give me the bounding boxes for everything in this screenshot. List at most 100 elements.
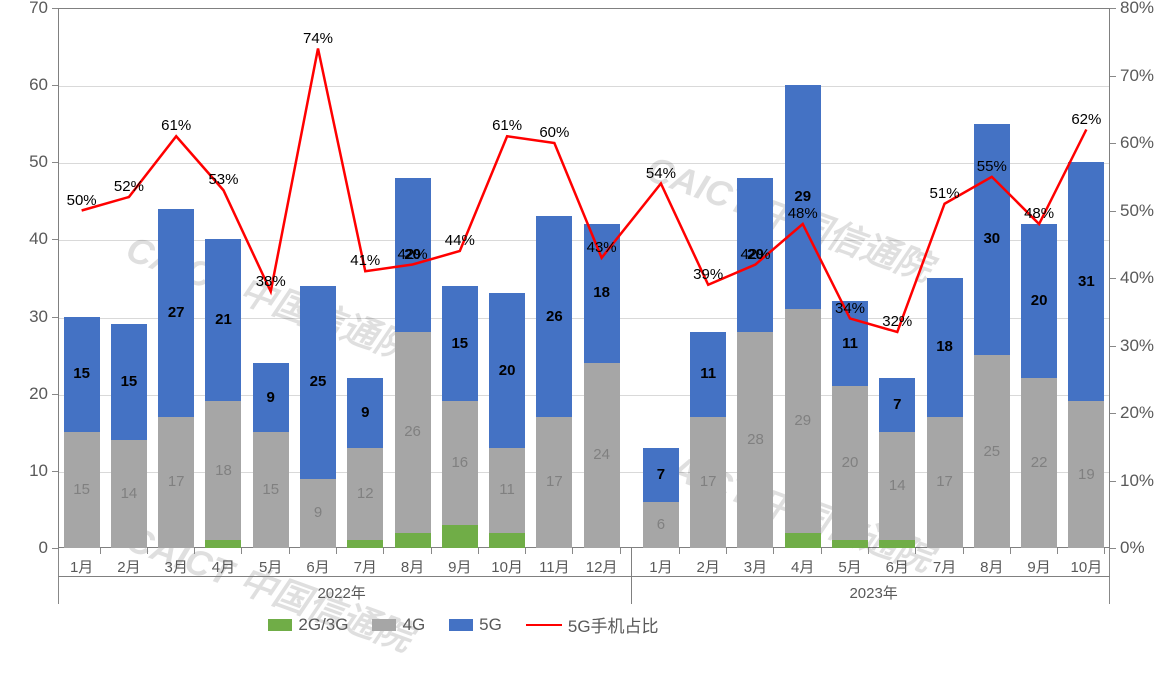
legend-item: 4G: [372, 615, 425, 635]
x-month-label: 2月: [697, 556, 720, 577]
bar-label-4g: 19: [1078, 466, 1095, 483]
line-value-label: 60%: [539, 124, 569, 141]
y-right-tick-label: 60%: [1120, 133, 1154, 153]
legend-label: 2G/3G: [298, 615, 348, 635]
bar-label-4g: 17: [546, 473, 563, 490]
bar-label-5g: 27: [168, 304, 185, 321]
y-right-tick: [1110, 481, 1116, 482]
y-left-tick-label: 20: [0, 384, 48, 404]
x-month-label: 1月: [70, 556, 93, 577]
bar-label-4g: 29: [794, 412, 811, 429]
line-value-label: 61%: [161, 117, 191, 134]
bar-label-5g: 20: [499, 362, 516, 379]
x-tick: [1104, 548, 1105, 554]
x-tick: [1057, 548, 1058, 554]
legend-label: 4G: [402, 615, 425, 635]
x-month-label: 10月: [491, 556, 523, 577]
line-value-label: 53%: [208, 171, 238, 188]
bar-label-4g: 12: [357, 485, 374, 502]
legend-item: 5G手机占比: [526, 612, 659, 637]
y-right-tick: [1110, 143, 1116, 144]
x-month-label: 3月: [165, 556, 188, 577]
x-tick: [821, 548, 822, 554]
x-tick: [194, 548, 195, 554]
bar-label-4g: 17: [168, 473, 185, 490]
y-right-tick: [1110, 76, 1116, 77]
y-left-tick: [52, 317, 58, 318]
bar-label-4g: 14: [121, 485, 138, 502]
y-left-tick: [52, 239, 58, 240]
y-left-tick: [52, 85, 58, 86]
y-left-tick-label: 50: [0, 152, 48, 172]
line-value-label: 74%: [303, 30, 333, 47]
legend-line-swatch: [526, 624, 562, 626]
bar-2g3g: [205, 540, 241, 548]
y-right-tick-label: 70%: [1120, 66, 1154, 86]
x-month-label: 2月: [117, 556, 140, 577]
line-value-label: 55%: [977, 158, 1007, 175]
legend-swatch: [268, 619, 292, 631]
legend-label: 5G手机占比: [568, 612, 659, 637]
x-month-label: 6月: [306, 556, 329, 577]
chart-container: CAICT 中国信通院 CAICT 中国信通院 CAICT 中国信通院 CAIC…: [0, 0, 1169, 682]
y-left-tick-label: 0: [0, 538, 48, 558]
x-group-separator: [58, 576, 1110, 577]
x-month-label: 8月: [980, 556, 1003, 577]
y-left-tick-label: 70: [0, 0, 48, 18]
x-tick: [383, 548, 384, 554]
bar-label-4g: 24: [593, 446, 610, 463]
x-tick: [241, 548, 242, 554]
x-tick: [431, 548, 432, 554]
y-right-tick: [1110, 548, 1116, 549]
bar-label-4g: 17: [936, 473, 953, 490]
bar-label-5g: 15: [451, 335, 468, 352]
bar-label-5g: 9: [267, 389, 275, 406]
x-month-label: 8月: [401, 556, 424, 577]
x-month-label: 7月: [354, 556, 377, 577]
line-value-label: 39%: [693, 266, 723, 283]
bar-label-5g: 7: [893, 396, 901, 413]
x-year-label: 2023年: [849, 582, 897, 603]
y-right-tick: [1110, 346, 1116, 347]
bar-label-4g: 22: [1031, 454, 1048, 471]
bar-label-4g: 15: [262, 481, 279, 498]
x-tick: [868, 548, 869, 554]
x-tick: [726, 548, 727, 554]
line-value-label: 38%: [256, 273, 286, 290]
x-month-label: 11月: [539, 556, 570, 577]
x-month-label: 5月: [838, 556, 861, 577]
bar-label-4g: 14: [889, 477, 906, 494]
y-left-tick-label: 40: [0, 229, 48, 249]
x-tick: [336, 548, 337, 554]
y-right-tick-label: 50%: [1120, 201, 1154, 221]
line-value-label: 50%: [67, 192, 97, 209]
x-month-label: 1月: [649, 556, 672, 577]
x-tick: [1010, 548, 1011, 554]
y-left-tick-label: 60: [0, 75, 48, 95]
bar-label-5g: 30: [983, 230, 1000, 247]
x-tick: [679, 548, 680, 554]
bar-label-5g: 25: [310, 373, 327, 390]
x-year-label: 2022年: [317, 582, 365, 603]
bar-label-4g: 25: [983, 443, 1000, 460]
bar-label-5g: 7: [657, 466, 665, 483]
line-value-label: 48%: [1024, 205, 1054, 222]
y-left-tick-label: 30: [0, 307, 48, 327]
y-right-tick: [1110, 413, 1116, 414]
y-right-tick-label: 20%: [1120, 403, 1154, 423]
bar-2g3g: [832, 540, 868, 548]
bar-label-5g: 11: [842, 335, 858, 352]
y-left-tick: [52, 471, 58, 472]
line-value-label: 44%: [445, 232, 475, 249]
bar-2g3g: [489, 533, 525, 548]
legend-swatch: [449, 619, 473, 631]
x-tick: [289, 548, 290, 554]
bar-label-5g: 11: [700, 365, 716, 382]
bar-label-5g: 21: [215, 311, 232, 328]
y-right-tick: [1110, 278, 1116, 279]
bar-label-4g: 6: [657, 516, 665, 533]
line-value-label: 61%: [492, 117, 522, 134]
y-right-tick: [1110, 8, 1116, 9]
bar-label-5g: 9: [361, 404, 369, 421]
legend-item: 2G/3G: [268, 615, 348, 635]
